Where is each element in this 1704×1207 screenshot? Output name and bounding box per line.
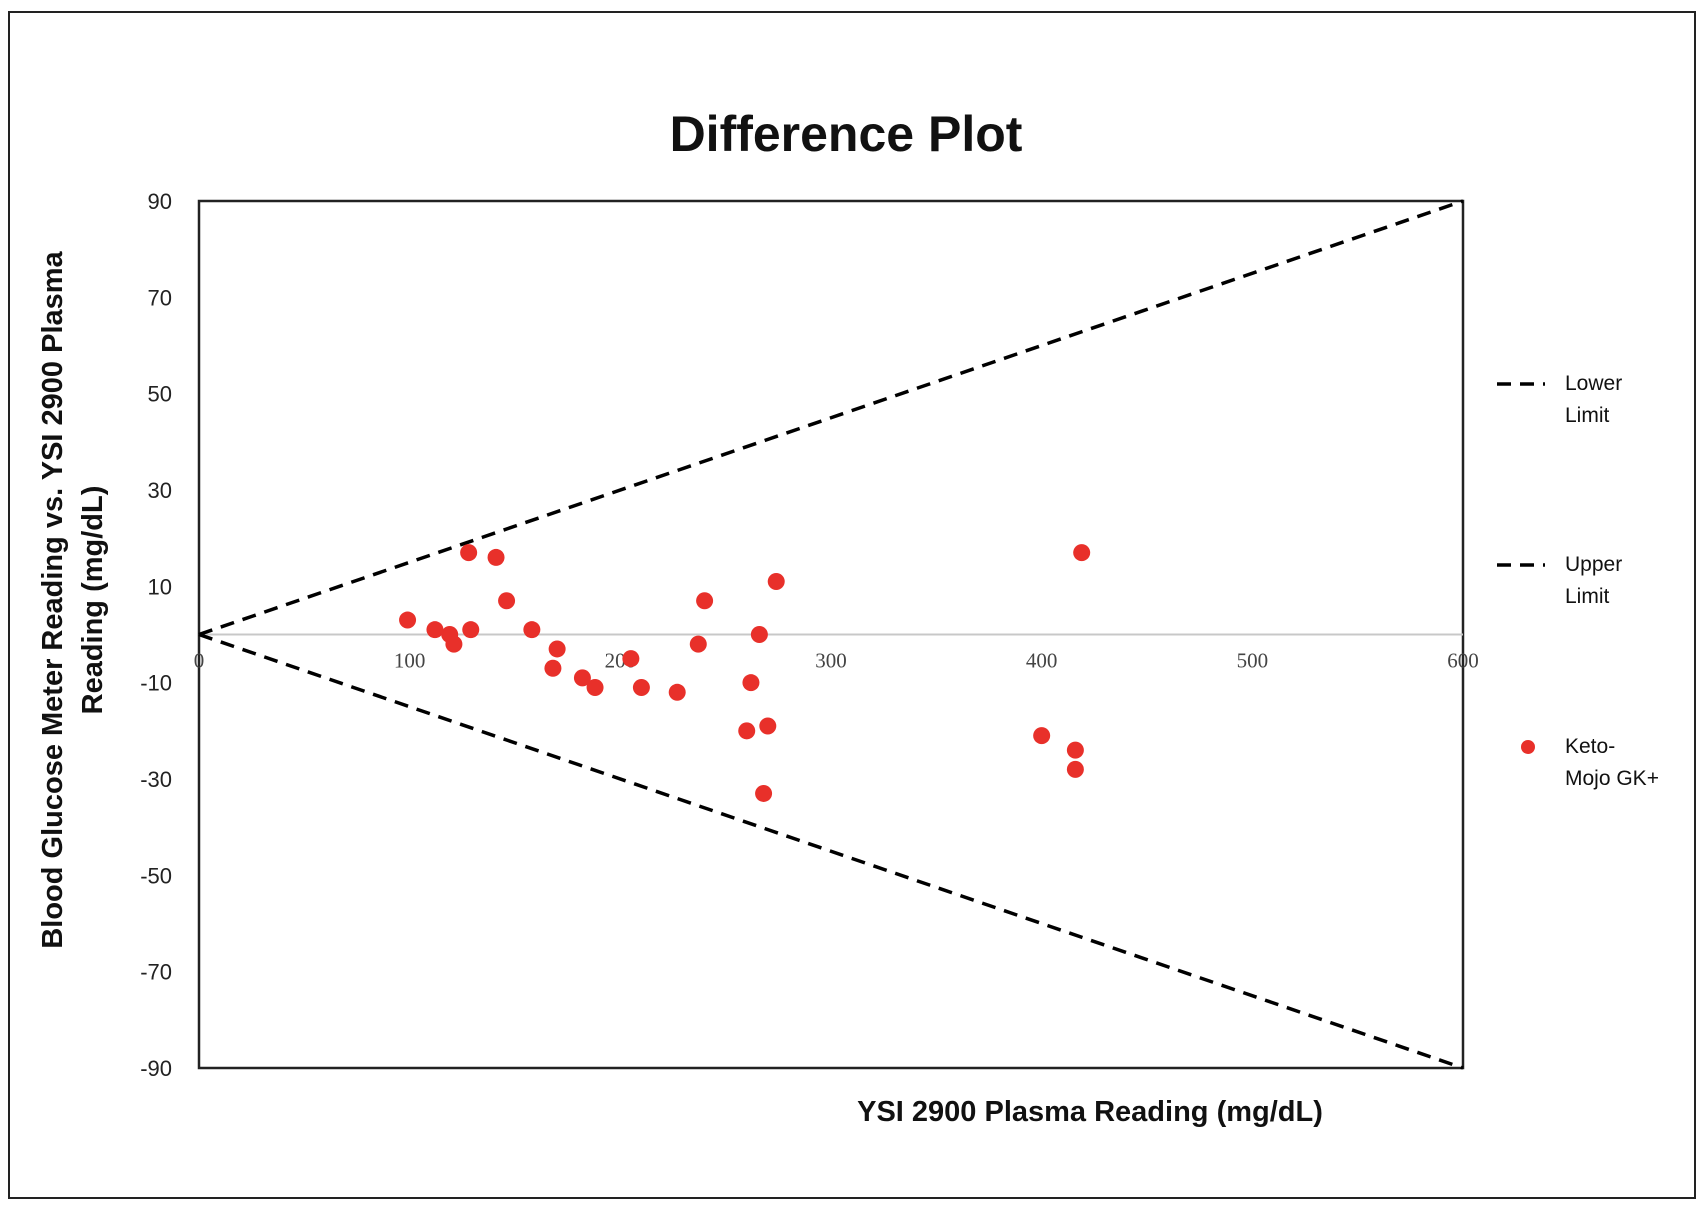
y-tick-label: 30: [148, 478, 172, 503]
legend-item-upper-limit: Upper Limit: [1497, 553, 1622, 608]
y-tick-label: -50: [140, 863, 172, 888]
data-points: [399, 544, 1091, 802]
legend-label-lower-limit-line-1: Lower: [1565, 372, 1622, 395]
data-point: [750, 626, 768, 643]
x-tick-label: 600: [1447, 649, 1479, 673]
x-tick-label: 500: [1237, 649, 1269, 673]
x-tick-label: 100: [394, 649, 426, 673]
legend-label-keto-mojo-line-1: Keto-: [1565, 735, 1615, 758]
y-tick-label: 10: [148, 574, 172, 599]
data-point: [426, 621, 444, 639]
legend-label-lower-limit-line-2: Limit: [1565, 404, 1610, 427]
data-point: [445, 635, 463, 653]
data-point: [487, 548, 505, 566]
y-tick-label: -70: [140, 960, 172, 985]
x-tick-label: 400: [1026, 649, 1058, 673]
data-point: [759, 717, 777, 735]
data-point: [523, 621, 541, 639]
y-tick-label: 70: [148, 285, 172, 310]
y-tick-label: -30: [140, 767, 172, 792]
data-point: [668, 683, 686, 701]
data-point: [399, 611, 417, 629]
limit-lines: [198, 199, 1464, 1070]
data-point: [460, 544, 478, 562]
data-point: [696, 592, 714, 610]
y-tick-labels: 90 70 50 30 10 -10 -30 -50 -70 -90: [140, 189, 172, 1081]
data-point: [1033, 727, 1051, 745]
chart-title: Difference Plot: [670, 106, 1023, 162]
data-point: [573, 669, 591, 687]
y-tick-label: -90: [140, 1056, 172, 1081]
legend-label-keto-mojo-line-2: Mojo GK+: [1565, 767, 1659, 790]
data-point: [498, 592, 516, 610]
legend: Lower Limit Upper Limit Keto- Mojo GK+: [1497, 372, 1659, 790]
data-point: [689, 635, 707, 653]
limit-line-lower-limit: [198, 632, 1464, 1070]
legend-item-keto-mojo: Keto- Mojo GK+: [1521, 735, 1659, 790]
data-point: [544, 659, 562, 677]
y-axis-title: Blood Glucose Meter Reading vs. YSI 2900…: [37, 250, 109, 948]
y-tick-label: 50: [148, 382, 172, 407]
limit-line-upper-limit: [198, 199, 1464, 637]
data-point: [1066, 741, 1084, 759]
legend-label-upper-limit-line-2: Limit: [1565, 585, 1610, 608]
legend-item-lower-limit: Lower Limit: [1497, 372, 1622, 427]
data-point: [738, 722, 756, 740]
data-point: [622, 650, 640, 668]
y-axis-title-line-2: Reading (mg/dL): [77, 486, 109, 715]
y-axis-title-line-1: Blood Glucose Meter Reading vs. YSI 2900…: [37, 250, 69, 948]
data-point: [462, 621, 480, 639]
x-tick-label: 300: [815, 649, 847, 673]
data-point: [1066, 760, 1084, 778]
legend-label-upper-limit-line-1: Upper: [1565, 553, 1622, 576]
data-point: [632, 678, 650, 696]
y-tick-label: 90: [148, 189, 172, 214]
data-point: [1073, 544, 1091, 562]
outer-frame: [8, 11, 1696, 1199]
data-point: [548, 640, 566, 658]
data-point: [767, 573, 785, 591]
y-tick-label: -10: [140, 671, 172, 696]
x-tick-labels: 0 100 200 300 400 500 600: [194, 649, 1479, 673]
data-point: [755, 784, 773, 802]
x-axis-title: YSI 2900 Plasma Reading (mg/dL): [857, 1096, 1323, 1128]
data-point: [586, 678, 604, 696]
legend-swatch-keto-mojo: [1521, 740, 1535, 754]
x-tick-label: 0: [194, 649, 205, 673]
data-point: [742, 674, 760, 692]
